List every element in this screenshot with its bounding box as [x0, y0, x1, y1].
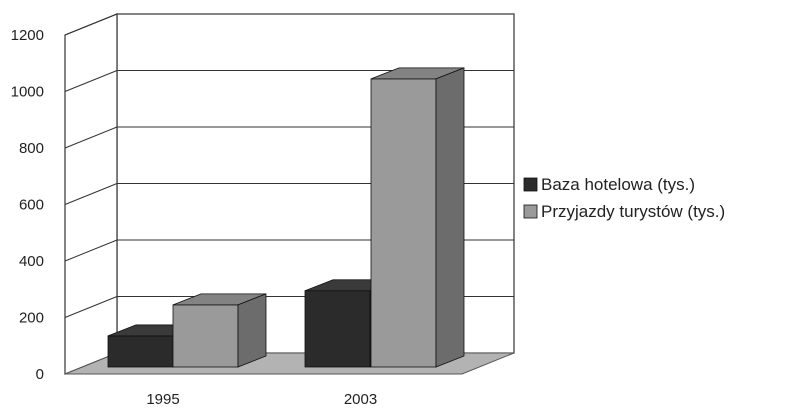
gridline-side — [64, 13, 118, 36]
bar-side — [435, 67, 465, 368]
y-tick-label: 200 — [19, 310, 44, 327]
y-tick-label: 800 — [19, 140, 44, 157]
bar-front — [107, 335, 174, 368]
y-tick-label: 0 — [36, 366, 44, 383]
x-axis-categories: 1995 2003 — [146, 391, 377, 408]
y-tick-label: 1000 — [11, 84, 44, 101]
y-tick-label: 400 — [19, 253, 44, 270]
bars — [107, 67, 465, 368]
bar-1995-2 — [172, 293, 267, 368]
legend-label: Baza hotelowa (tys.) — [541, 175, 695, 194]
legend-swatch — [523, 177, 538, 192]
y-tick-label: 1200 — [11, 27, 44, 44]
gridline-side — [64, 296, 118, 318]
legend-swatch — [523, 204, 538, 219]
bar-2003-2 — [370, 67, 465, 368]
bar-front — [304, 290, 371, 368]
legend-item-1: Baza hotelowa (tys.) — [523, 175, 695, 194]
bar-front — [370, 78, 437, 368]
gridline-side — [64, 70, 118, 92]
x-category-label: 2003 — [344, 391, 377, 408]
legend: Baza hotelowa (tys.) Przyjazdy turystów (… — [523, 175, 725, 221]
y-axis-ticks: 0 200 400 600 800 1000 1200 — [11, 27, 44, 383]
legend-label: Przyjazdy turystów (tys.) — [541, 202, 725, 221]
bar-front — [172, 304, 239, 368]
legend-item-2: Przyjazdy turystów (tys.) — [523, 202, 725, 221]
x-category-label: 1995 — [146, 391, 179, 408]
gridline-side — [64, 126, 118, 149]
gridline-side — [64, 239, 118, 262]
gridline-side — [64, 183, 118, 205]
bar-side — [237, 293, 267, 368]
y-tick-label: 600 — [19, 197, 44, 214]
